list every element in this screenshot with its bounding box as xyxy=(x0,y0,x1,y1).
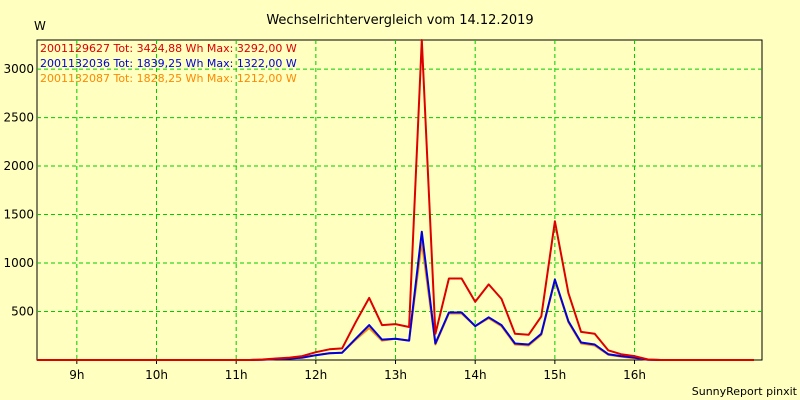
legend-entry-1: 2001129627 Tot: 3424,88 Wh Max: 3292,00 … xyxy=(40,42,297,55)
y-tick-label: 1500 xyxy=(3,208,34,222)
x-tick-label: 10h xyxy=(145,368,168,382)
x-tick-label: 9h xyxy=(69,368,84,382)
axis-ticks: 500 1000 1500 2000 2500 3000 9h 10h 11h 12h 13h 14h… xyxy=(3,62,646,382)
x-tick-label: 11h xyxy=(225,368,248,382)
x-tick-label: 14h xyxy=(464,368,487,382)
legend-entry-2: 2001132036 Tot: 1839,25 Wh Max: 1322,00 … xyxy=(40,57,297,70)
y-tick-label: 3000 xyxy=(3,62,34,76)
x-tick-label: 15h xyxy=(543,368,566,382)
x-tick-label: 12h xyxy=(304,368,327,382)
y-tick-label: 2500 xyxy=(3,111,34,125)
series-lines xyxy=(37,39,754,361)
y-tick-label: 1000 xyxy=(3,256,34,270)
y-tick-label: 2000 xyxy=(3,159,34,173)
x-tick-label: 13h xyxy=(384,368,407,382)
footer-credit: SunnyReport pinxit xyxy=(692,385,798,398)
y-axis-unit-label: W xyxy=(34,19,46,33)
chart-title: Wechselrichtervergleich vom 14.12.2019 xyxy=(266,13,533,28)
grid-lines xyxy=(37,40,762,360)
legend-entry-3: 2001132087 Tot: 1828,25 Wh Max: 1212,00 … xyxy=(40,72,297,85)
plot-area xyxy=(36,39,763,361)
legend: 2001129627 Tot: 3424,88 Wh Max: 3292,00 … xyxy=(40,42,297,85)
series-line-1 xyxy=(37,39,754,361)
x-tick-label: 16h xyxy=(623,368,646,382)
y-tick-label: 500 xyxy=(11,305,34,319)
